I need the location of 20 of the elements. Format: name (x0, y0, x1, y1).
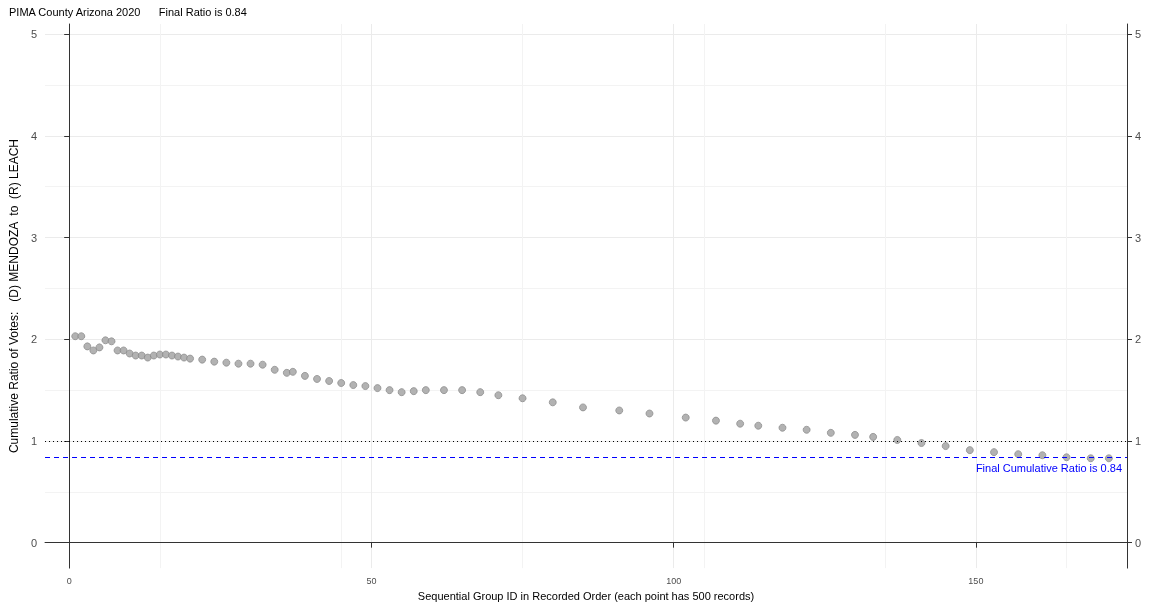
y2-tick-label: 0 (1135, 536, 1142, 549)
y2-tick-label: 1 (1135, 434, 1142, 447)
x-tick-label: 150 (968, 575, 984, 586)
y2-tick-label: 2 (1135, 333, 1142, 346)
y-tick-label: 4 (30, 129, 38, 142)
y-tick-label: 0 (30, 536, 38, 549)
y2-tick-label: 3 (1135, 231, 1142, 244)
ref-line-label: Final Cumulative Ratio is 0.84 (975, 461, 1122, 474)
y-axis-title: Cumulative Ratio of Votes: (D) MENDOZA to (R) LEACH (7, 139, 21, 454)
x-axis-title: Sequential Group ID in Recorded Order (each point has 500 records) (417, 589, 755, 602)
x-tick-label: 100 (666, 575, 682, 586)
x-tick-label: 50 (366, 575, 377, 586)
y-tick-label: 5 (30, 28, 38, 41)
x-tick-label: 0 (66, 575, 72, 586)
y2-tick-label: 5 (1135, 28, 1142, 41)
chart-title: PIMA County Arizona 2020 Final Ratio is 0.84 (9, 5, 247, 18)
y2-tick-label: 4 (1135, 129, 1142, 142)
y-tick-label: 3 (30, 231, 38, 244)
y-tick-label: 2 (30, 333, 38, 346)
y-tick-label: 1 (30, 434, 38, 447)
